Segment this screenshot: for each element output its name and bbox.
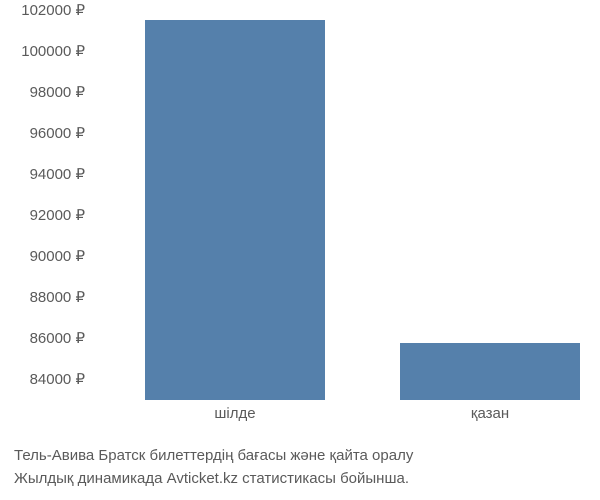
bar: [145, 20, 325, 400]
y-tick-label: 96000 ₽: [0, 124, 85, 142]
y-tick-label: 102000 ₽: [0, 1, 85, 19]
bar: [400, 343, 580, 400]
caption-line-2: Жылдық динамикада Avticket.kz статистика…: [14, 468, 413, 491]
y-tick-label: 84000 ₽: [0, 370, 85, 388]
y-tick-label: 92000 ₽: [0, 206, 85, 224]
y-tick-label: 90000 ₽: [0, 247, 85, 265]
caption-line-1: Тель-Авива Братск билеттердің бағасы жән…: [14, 445, 413, 468]
chart-caption: Тель-Авива Братск билеттердің бағасы жән…: [14, 445, 413, 490]
y-tick-label: 88000 ₽: [0, 288, 85, 306]
x-axis: шілде қазан: [100, 405, 590, 435]
y-tick-label: 100000 ₽: [0, 42, 85, 60]
x-axis-label: қазан: [471, 405, 509, 422]
y-axis: 84000 ₽ 86000 ₽ 88000 ₽ 90000 ₽ 92000 ₽ 94000…: [0, 10, 95, 400]
y-tick-label: 94000 ₽: [0, 165, 85, 183]
y-tick-label: 98000 ₽: [0, 83, 85, 101]
x-axis-label: шілде: [214, 405, 255, 422]
y-tick-label: 86000 ₽: [0, 329, 85, 347]
plot-area: [100, 10, 590, 400]
